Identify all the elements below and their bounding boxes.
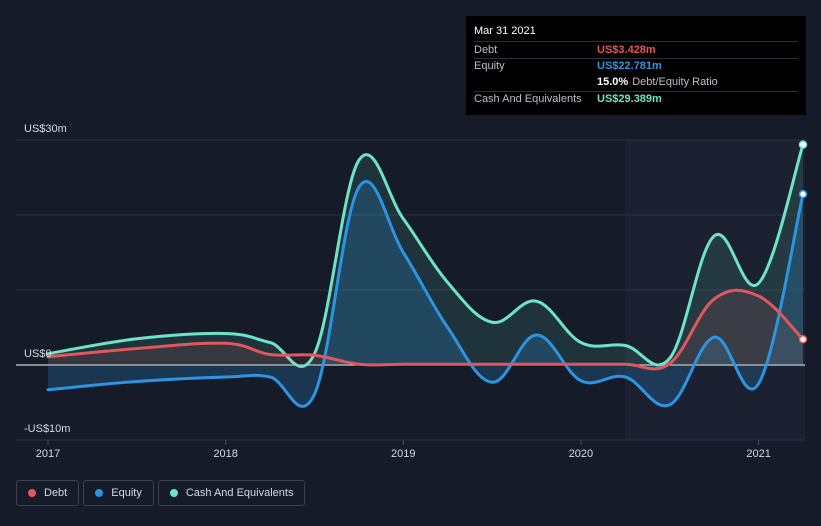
tooltip-ratio-label: Debt/Equity Ratio: [632, 76, 718, 89]
tooltip-equity-row: Equity US$22.781m: [474, 57, 798, 75]
tooltip-date: Mar 31 2021: [474, 25, 536, 37]
x-tick-label: 2019: [391, 448, 415, 460]
tooltip-cash-row: Cash And Equivalents US$29.389m: [474, 90, 798, 108]
y-tick-label: US$0: [24, 348, 52, 360]
series-line-cash-and-equivalents: [46, 143, 805, 368]
debt-dot-icon: [28, 489, 36, 497]
series-end-point-equity: [798, 189, 808, 199]
tooltip-equity-label: Equity: [474, 60, 505, 73]
legend-debt-label: Debt: [44, 487, 68, 499]
series-area-equity: [48, 181, 803, 407]
x-tick-label: 2018: [213, 448, 237, 460]
cash-dot-icon: [169, 489, 178, 497]
equity-dot-icon: [95, 489, 104, 497]
y-tick-label: -US$10m: [24, 423, 70, 435]
legend-item-equity[interactable]: Equity: [83, 480, 154, 506]
chart-legend: Debt Equity Cash And Equivalents: [16, 480, 306, 506]
series-line-equity: [46, 179, 805, 408]
tooltip-debt-label: Debt: [474, 43, 498, 56]
tooltip-debt-value: US$3.428m: [597, 43, 656, 56]
x-tick-label: 2020: [569, 448, 593, 460]
series-end-point-debt: [798, 335, 808, 344]
legend-item-debt[interactable]: Debt: [16, 480, 80, 506]
x-tick-label: 2017: [36, 448, 60, 460]
tooltip-panel: Mar 31 2021 Debt US$3.428m Equity US$22.…: [466, 16, 806, 115]
legend-cash-label: Cash And Equivalents: [185, 487, 294, 499]
tooltip-ratio-row: 15.0% Debt/Equity Ratio: [474, 74, 798, 91]
x-tick-label: 2021: [746, 448, 770, 460]
tooltip-cash-label: Cash And Equivalents: [474, 93, 582, 106]
series-area-cash-and-equivalents: [48, 144, 803, 367]
tooltip-equity-value: US$22.781m: [597, 60, 662, 73]
series-end-point-cash-and-equivalents: [798, 140, 808, 149]
tooltip-ratio-value: 15.0%: [597, 76, 629, 89]
legend-item-cash[interactable]: Cash And Equivalents: [157, 480, 306, 506]
tooltip-cash-value: US$29.389m: [597, 93, 662, 106]
y-tick-label: US$30m: [24, 123, 67, 135]
series-line-debt: [46, 288, 805, 371]
series-area-debt: [48, 290, 803, 369]
tooltip-debt-row: Debt US$3.428m: [474, 41, 798, 58]
legend-equity-label: Equity: [111, 487, 142, 499]
